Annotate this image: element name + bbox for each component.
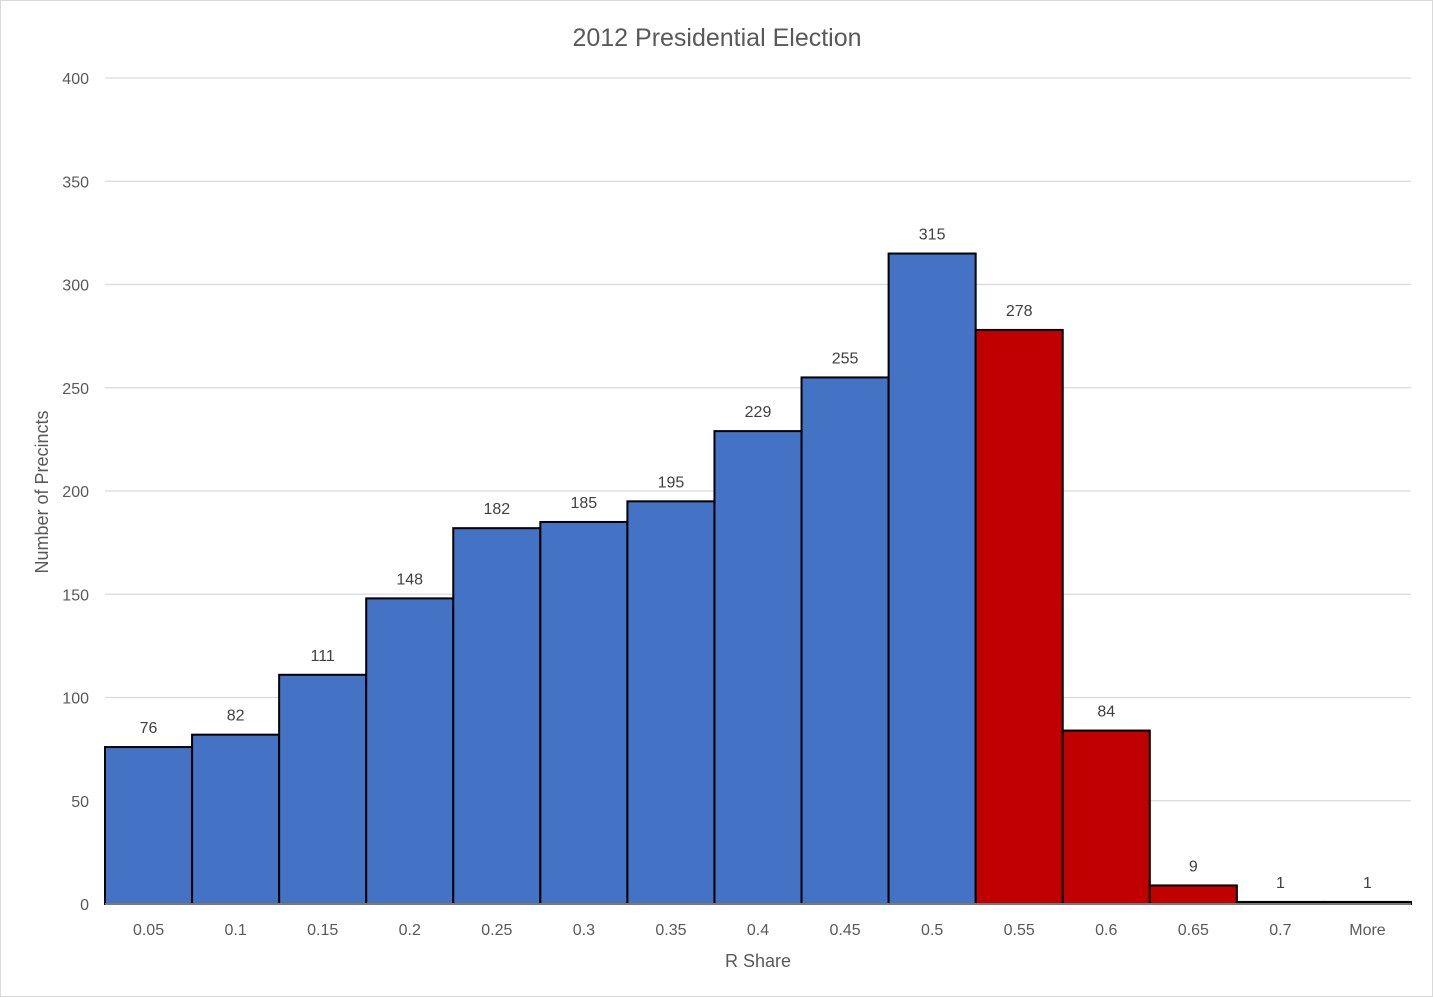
y-tick-label: 300: [62, 278, 89, 295]
x-tick-label: 0.3: [573, 922, 595, 939]
bar-0.15: [278, 673, 368, 905]
x-tick-label: 0.25: [481, 922, 512, 939]
bar-0.5: [887, 252, 977, 905]
x-tick-label: 0.05: [133, 922, 164, 939]
y-tick-label: 50: [71, 794, 89, 811]
data-label: 76: [140, 720, 158, 737]
bars: [104, 252, 1413, 905]
x-tick-label: 0.1: [224, 922, 246, 939]
y-tick-label: 150: [62, 587, 89, 604]
x-tick-label: 0.65: [1178, 922, 1209, 939]
x-tick-label: 0.5: [921, 922, 943, 939]
data-label: 82: [227, 708, 245, 725]
data-label: 111: [311, 648, 335, 665]
y-axis-title: Number of Precincts: [32, 410, 52, 573]
bar-0.35: [626, 500, 716, 905]
data-label: 255: [832, 350, 859, 367]
bar-0.6: [1061, 729, 1151, 905]
y-tick-label: 100: [62, 691, 89, 708]
x-tick-label: 0.4: [747, 922, 769, 939]
bar-0.2: [365, 597, 455, 905]
data-label: 229: [745, 404, 772, 421]
data-label: 182: [483, 501, 510, 518]
x-axis-ticks: 0.05 0.1 0.15 0.2 0.25 0.3 0.35 0.4 0.45 0.5 0.55 0…: [133, 922, 1386, 939]
chart-title: 2012 Presidential Election: [572, 24, 861, 52]
bar-0.05: [104, 746, 194, 905]
bar-0.4: [713, 430, 803, 905]
x-tick-label: 0.2: [399, 922, 421, 939]
bar-0.55: [974, 328, 1064, 905]
x-tick-label: 0.7: [1269, 922, 1291, 939]
data-label: 1: [1363, 875, 1372, 892]
y-axis-ticks: 0 50 100 150 200 250 300 350 400: [62, 71, 89, 914]
data-label: 195: [658, 474, 685, 491]
y-tick-label: 400: [62, 71, 89, 88]
x-tick-label: More: [1349, 922, 1386, 939]
y-tick-label: 350: [62, 174, 89, 191]
bar-0.1: [191, 733, 281, 905]
y-tick-label: 250: [62, 381, 89, 398]
data-label: 84: [1097, 704, 1115, 721]
data-label: 185: [571, 495, 598, 512]
bar-0.45: [800, 376, 890, 905]
x-tick-label: 0.45: [829, 922, 860, 939]
y-tick-label: 0: [80, 897, 89, 914]
bar-0.25: [452, 527, 542, 905]
data-label: 315: [919, 227, 946, 244]
data-label: 148: [396, 571, 423, 588]
x-tick-label: 0.35: [655, 922, 686, 939]
x-tick-label: 0.55: [1004, 922, 1035, 939]
x-axis-title: R Share: [725, 951, 791, 971]
x-tick-label: 0.6: [1095, 922, 1117, 939]
data-label: 1: [1276, 875, 1285, 892]
data-label: 9: [1189, 858, 1198, 875]
y-tick-label: 200: [62, 484, 89, 501]
bar-0.65: [1148, 884, 1238, 905]
x-tick-label: 0.15: [307, 922, 338, 939]
data-labels: 76 82 111 148 182 185 195 229 255 315 278 84 9 1 1: [140, 227, 1372, 892]
bar-0.3: [539, 520, 629, 905]
data-label: 278: [1006, 303, 1033, 320]
